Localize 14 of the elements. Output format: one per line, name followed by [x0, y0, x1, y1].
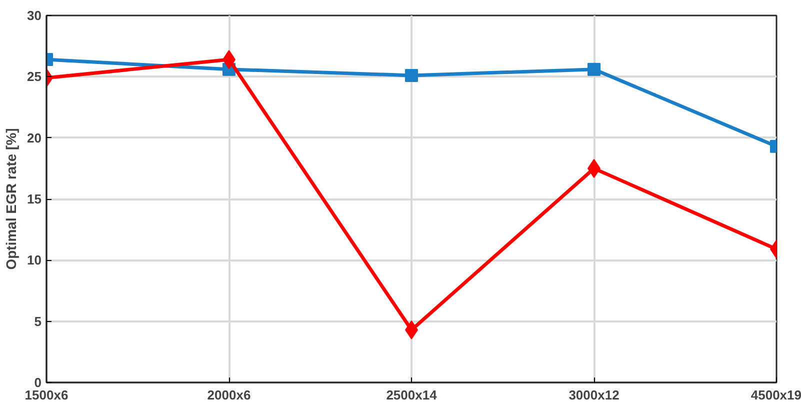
x-tick-label: 2000x6: [207, 388, 251, 402]
y-tick-label: 15: [27, 192, 42, 206]
point: [405, 68, 418, 82]
y-tick-label: 30: [27, 8, 42, 23]
x-tick-label: 4500x19: [750, 388, 801, 402]
y-tick-label: 0: [34, 375, 42, 390]
y-axis-title: Optimal EGR rate [%]: [3, 128, 20, 270]
y-tick-label: 25: [27, 69, 42, 84]
y-tick-label: 20: [27, 130, 42, 146]
y-tick-label: 10: [27, 252, 42, 268]
y-tick-label: 5: [34, 314, 42, 329]
x-tick-label: 2500x14: [386, 388, 438, 402]
x-tick-label: 1500x6: [24, 388, 68, 402]
x-tick-label: 3000x12: [568, 388, 620, 402]
